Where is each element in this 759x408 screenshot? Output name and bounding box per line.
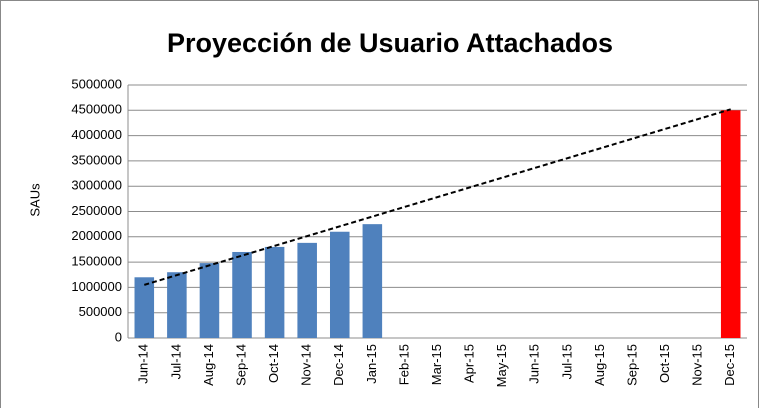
x-tick-label: Jun-15 <box>527 344 542 384</box>
trend-line <box>144 108 731 286</box>
x-tick-label: Jun-14 <box>136 344 151 384</box>
x-tick-label: May-15 <box>494 344 509 387</box>
x-tick-label: Sep-15 <box>624 344 639 386</box>
x-tick-label: Dec-15 <box>722 344 737 386</box>
bar <box>297 242 317 338</box>
y-tick-label: 2500000 <box>71 203 122 218</box>
chart-title: Proyección de Usuario Attachados <box>167 28 613 58</box>
y-tick-label: 500000 <box>79 304 122 319</box>
bar <box>362 224 383 338</box>
bar <box>329 231 350 338</box>
x-tick-label: Jul-14 <box>168 344 183 379</box>
bar <box>232 251 252 338</box>
bar <box>199 263 220 338</box>
y-tick-label: 2000000 <box>71 228 122 243</box>
y-tick-label: 3500000 <box>71 152 122 167</box>
x-tick-label: Feb-15 <box>396 344 411 385</box>
y-tick-label: 1500000 <box>71 254 122 269</box>
y-axis-label: SAUs <box>27 183 42 217</box>
bar <box>264 246 285 338</box>
x-tick-label: Jan-15 <box>364 344 379 384</box>
x-tick-label: Oct-15 <box>657 344 672 383</box>
bar <box>167 272 187 338</box>
y-tick-label: 5000000 <box>71 76 122 91</box>
x-tick-label: Apr-15 <box>462 344 477 383</box>
x-tick-label: Jul-15 <box>559 344 574 379</box>
x-tick-label: Nov-15 <box>690 344 705 386</box>
y-tick-label: 3000000 <box>71 178 122 193</box>
x-tick-label: Sep-14 <box>233 344 248 386</box>
x-tick-label: Oct-14 <box>266 344 281 383</box>
x-tick-label: Nov-14 <box>299 344 314 386</box>
y-tick-label: 4000000 <box>71 127 122 142</box>
y-tick-label: 0 <box>115 329 122 344</box>
y-tick-label: 4500000 <box>71 102 122 117</box>
bar <box>720 110 741 338</box>
y-tick-label: 1000000 <box>71 279 122 294</box>
x-tick-label: Aug-14 <box>201 344 216 386</box>
x-tick-label: Mar-15 <box>429 344 444 385</box>
x-tick-label: Aug-15 <box>592 344 607 386</box>
bar <box>134 277 155 338</box>
x-tick-label: Dec-14 <box>331 344 346 386</box>
